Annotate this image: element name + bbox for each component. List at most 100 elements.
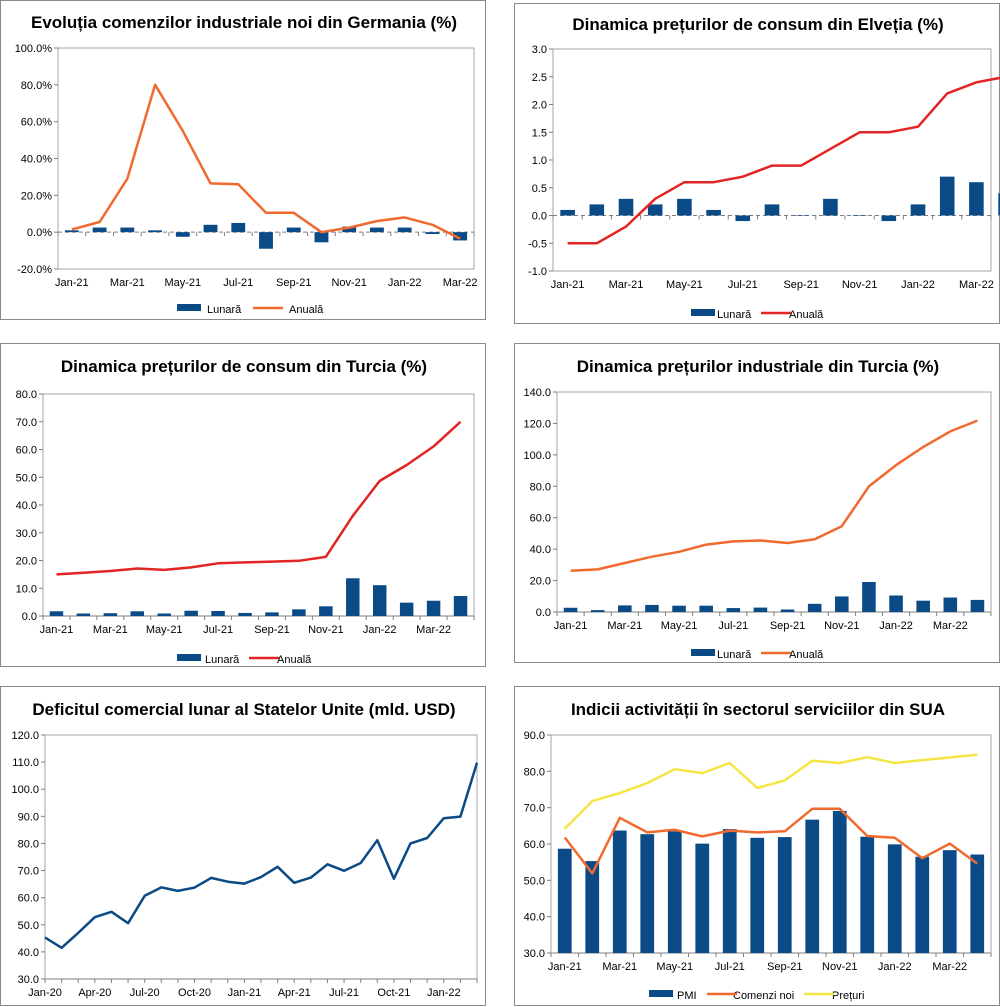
x-tick-label: Mar-21 xyxy=(602,961,637,973)
y-tick-label: 60.0 xyxy=(16,445,37,457)
bar-Lunară xyxy=(120,227,135,233)
bar-PMI xyxy=(887,844,902,953)
y-tick-label: 0.0 xyxy=(22,611,37,623)
x-tick-label: Nov-21 xyxy=(824,620,859,632)
bar-Lunară xyxy=(148,230,162,233)
bar-Lunară xyxy=(453,596,468,616)
x-tick-label: Jul-21 xyxy=(203,624,233,636)
chart-panel-turkey-ppi: Dinamica prețurilor industriale din Turc… xyxy=(514,343,1000,663)
bar-Lunară xyxy=(706,209,721,216)
bar-Lunară xyxy=(916,600,930,612)
y-tick-label: 50.0 xyxy=(524,875,545,887)
bar-Lunară xyxy=(618,605,632,612)
x-tick-label: Oct-20 xyxy=(178,987,211,999)
y-tick-label: 110.0 xyxy=(12,757,39,769)
bar-PMI xyxy=(557,848,572,953)
legend-label-monthly: Lunară xyxy=(717,649,752,661)
bar-Lunară xyxy=(265,612,279,616)
series-line-Anuală xyxy=(567,76,1000,245)
bar-Lunară xyxy=(969,182,984,216)
legend-label-monthly: Lunară xyxy=(717,309,752,321)
chart-turkey-ppi: Dinamica prețurilor industriale din Turc… xyxy=(523,357,992,661)
bar-Lunară xyxy=(314,232,329,243)
bar-Lunară xyxy=(259,232,273,249)
bar-Lunară xyxy=(157,613,171,616)
y-tick-label: 80.0 xyxy=(16,389,37,401)
bar-Lunară xyxy=(726,608,741,612)
x-tick-label: Mar-22 xyxy=(443,277,478,289)
y-tick-label: 80.0% xyxy=(21,80,52,92)
bar-PMI xyxy=(832,810,847,953)
x-tick-label: Apr-21 xyxy=(278,987,311,999)
x-tick-label: Nov-21 xyxy=(331,277,366,289)
bar-Lunară xyxy=(92,227,107,233)
bar-PMI xyxy=(667,831,682,953)
bar-PMI xyxy=(585,861,600,953)
legend-label-annual: Anuală xyxy=(277,654,312,666)
bar-Lunară xyxy=(130,611,145,616)
y-tick-label: 20.0% xyxy=(21,190,52,202)
bar-Lunară xyxy=(342,226,357,233)
legend-label-new-orders: Comenzi noi xyxy=(733,990,794,1002)
chart-germany-orders: Evoluția comenzilor industriale noi din … xyxy=(15,13,478,316)
bar-Lunară xyxy=(372,585,387,616)
x-tick-label: Apr-20 xyxy=(78,987,111,999)
chart-title: Evoluția comenzilor industriale noi din … xyxy=(31,13,457,32)
y-tick-label: 30.0 xyxy=(18,974,39,986)
x-tick-label: Jan-22 xyxy=(363,624,397,636)
plot-area xyxy=(556,391,992,613)
y-tick-label: 60.0% xyxy=(21,117,52,129)
y-tick-label: 20.0 xyxy=(530,576,551,588)
series-line-Anuală xyxy=(71,83,461,240)
x-tick-label: Mar-21 xyxy=(607,620,642,632)
bar-Lunară xyxy=(590,610,605,612)
x-tick-label: Nov-21 xyxy=(822,961,857,973)
chart-title: Dinamica prețurilor industriale din Turc… xyxy=(577,357,939,376)
legend-label-prices: Prețuri xyxy=(832,990,864,1002)
bar-PMI xyxy=(695,843,710,953)
y-tick-label: 60.0 xyxy=(18,893,39,905)
y-tick-label: 70.0 xyxy=(18,866,39,878)
y-tick-label: 100.0 xyxy=(11,784,39,796)
x-tick-label: Mar-21 xyxy=(93,624,128,636)
x-tick-label: Jan-22 xyxy=(879,620,913,632)
bar-Lunară xyxy=(807,603,822,612)
x-tick-label: May-21 xyxy=(656,961,693,973)
y-tick-label: 0.0 xyxy=(536,607,551,619)
y-tick-label: 60.0 xyxy=(524,839,545,851)
x-tick-label: Sep-21 xyxy=(767,961,802,973)
bar-Lunară xyxy=(998,193,1000,216)
chart-turkey-cpi: Dinamica prețurilor de consum din Turcia… xyxy=(16,357,475,666)
bar-Lunară xyxy=(645,604,659,612)
y-tick-label: 3.0 xyxy=(532,44,547,56)
bar-PMI xyxy=(970,854,985,953)
bar-PMI xyxy=(640,834,655,953)
y-tick-label: 30.0 xyxy=(16,528,37,540)
legend-label-annual: Anuală xyxy=(789,309,824,321)
x-tick-label: Jan-21 xyxy=(548,961,582,973)
chart-panel-germany-orders: Evoluția comenzilor industriale noi din … xyxy=(0,0,486,320)
bar-Lunară xyxy=(64,230,79,233)
x-tick-label: Nov-21 xyxy=(308,624,343,636)
y-tick-label: -0.5 xyxy=(528,238,547,250)
y-tick-label: 140.0 xyxy=(523,387,551,399)
legend-swatch-Lunară xyxy=(177,304,201,311)
x-tick-label: Jan-20 xyxy=(28,987,62,999)
bar-Lunară xyxy=(426,600,441,616)
x-tick-label: Nov-21 xyxy=(842,279,877,291)
series-line-Deficit xyxy=(44,762,479,950)
bar-Lunară xyxy=(677,198,692,216)
bar-Lunară xyxy=(560,209,575,216)
bar-Lunară xyxy=(753,607,768,612)
bar-Lunară xyxy=(238,612,252,616)
y-tick-label: 80.0 xyxy=(524,766,545,778)
chart-panel-us-trade-deficit: Deficitul comercial lunar al Statelor Un… xyxy=(0,686,486,1006)
bar-Lunară xyxy=(823,198,838,216)
y-tick-label: 10.0 xyxy=(16,583,37,595)
bar-Lunară xyxy=(184,610,198,616)
chart-us-trade-deficit: Deficitul comercial lunar al Statelor Un… xyxy=(11,700,479,999)
y-tick-label: -20.0% xyxy=(17,264,52,276)
legend-label-annual: Anuală xyxy=(789,649,824,661)
bar-Lunară xyxy=(618,198,634,216)
x-tick-label: Jan-21 xyxy=(551,279,585,291)
